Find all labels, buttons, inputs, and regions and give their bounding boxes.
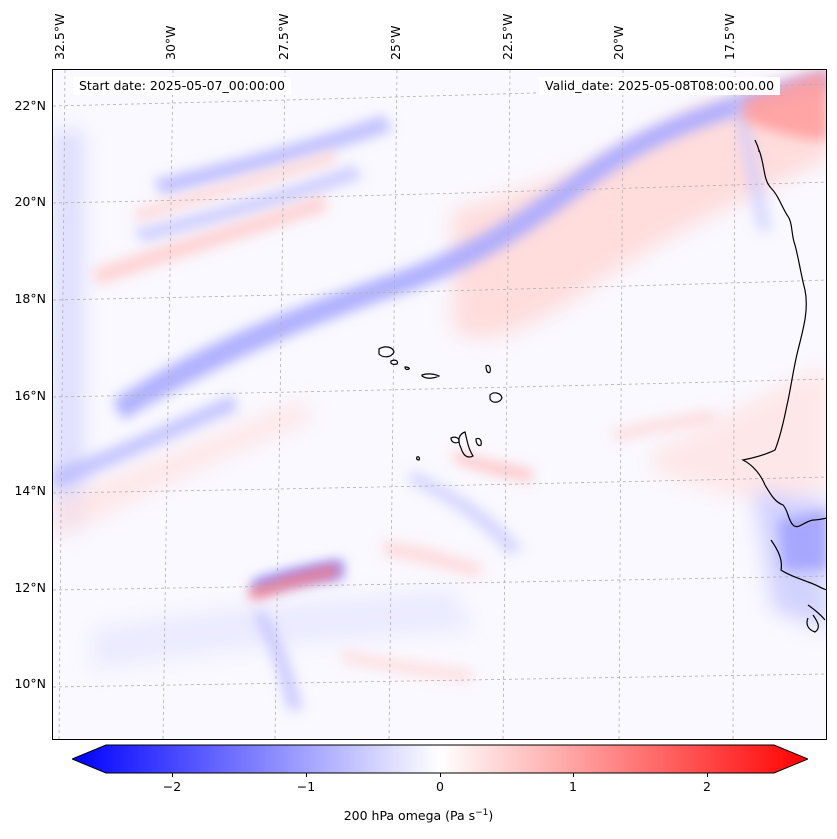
island-sao-vicente bbox=[390, 359, 399, 365]
cb-tick-label-0: 0 bbox=[436, 779, 444, 794]
cb-tickmark-0 bbox=[440, 773, 441, 777]
cb-tickmark-1 bbox=[573, 773, 574, 777]
island-boa-vista bbox=[489, 392, 503, 403]
lon-label-17-5w: 17.5°W bbox=[722, 13, 737, 60]
lon-label-25w: 25°W bbox=[388, 25, 403, 60]
cb-tick-label-2: 2 bbox=[703, 779, 711, 794]
lat-label-14n: 14°N bbox=[14, 483, 46, 498]
colorbar-svg bbox=[70, 744, 810, 774]
cb-tickmark-2 bbox=[707, 773, 708, 777]
red-bands bbox=[93, 70, 826, 682]
lat-label-12n: 12°N bbox=[14, 580, 46, 595]
cb-tickmark-m1 bbox=[306, 773, 307, 777]
start-date-label: Start date: 2025-05-07_00:00:00 bbox=[73, 77, 291, 95]
colorbar-bar bbox=[70, 744, 810, 774]
cb-tick-label-m1: −1 bbox=[296, 779, 316, 794]
map-panel bbox=[52, 69, 827, 740]
island-santiago bbox=[458, 431, 474, 458]
island-brava bbox=[416, 456, 420, 461]
lat-label-16n: 16°N bbox=[14, 388, 46, 403]
colorbar bbox=[70, 744, 810, 774]
cb-tickmark-m2 bbox=[172, 773, 173, 777]
colorbar-label: 200 hPa omega (Pa s−1) bbox=[0, 808, 837, 823]
lon-label-30w: 30°W bbox=[163, 25, 178, 60]
colorbar-label-main: 200 hPa omega (Pa s bbox=[343, 808, 476, 824]
blue-bands bbox=[53, 70, 826, 710]
lat-label-10n: 10°N bbox=[14, 676, 46, 691]
lat-label-22n: 22°N bbox=[14, 98, 46, 113]
valid-date-label: Valid_date: 2025-05-08T08:00:00.00 bbox=[539, 77, 781, 95]
island-santo-antao bbox=[378, 346, 395, 358]
coastline bbox=[741, 139, 826, 633]
island-sao-nicolau bbox=[421, 373, 441, 379]
island-sal bbox=[485, 364, 491, 374]
lon-label-32-5w: 32.5°W bbox=[52, 13, 67, 60]
island-maio bbox=[475, 437, 482, 447]
colorbar-label-end: ) bbox=[488, 808, 494, 824]
omega-field-map bbox=[53, 70, 826, 739]
lat-label-20n: 20°N bbox=[14, 194, 46, 209]
cape-verde-islands bbox=[378, 346, 503, 461]
island-santa-luzia bbox=[404, 366, 410, 370]
lon-label-22-5w: 22.5°W bbox=[500, 13, 515, 60]
lon-label-27-5w: 27.5°W bbox=[276, 13, 291, 60]
lon-label-20w: 20°W bbox=[611, 25, 626, 60]
cb-tick-label-m2: −2 bbox=[162, 779, 182, 794]
colorbar-label-sup: −1 bbox=[475, 808, 489, 818]
cb-tick-label-1: 1 bbox=[569, 779, 577, 794]
graticule bbox=[53, 70, 826, 739]
lat-label-18n: 18°N bbox=[14, 291, 46, 306]
